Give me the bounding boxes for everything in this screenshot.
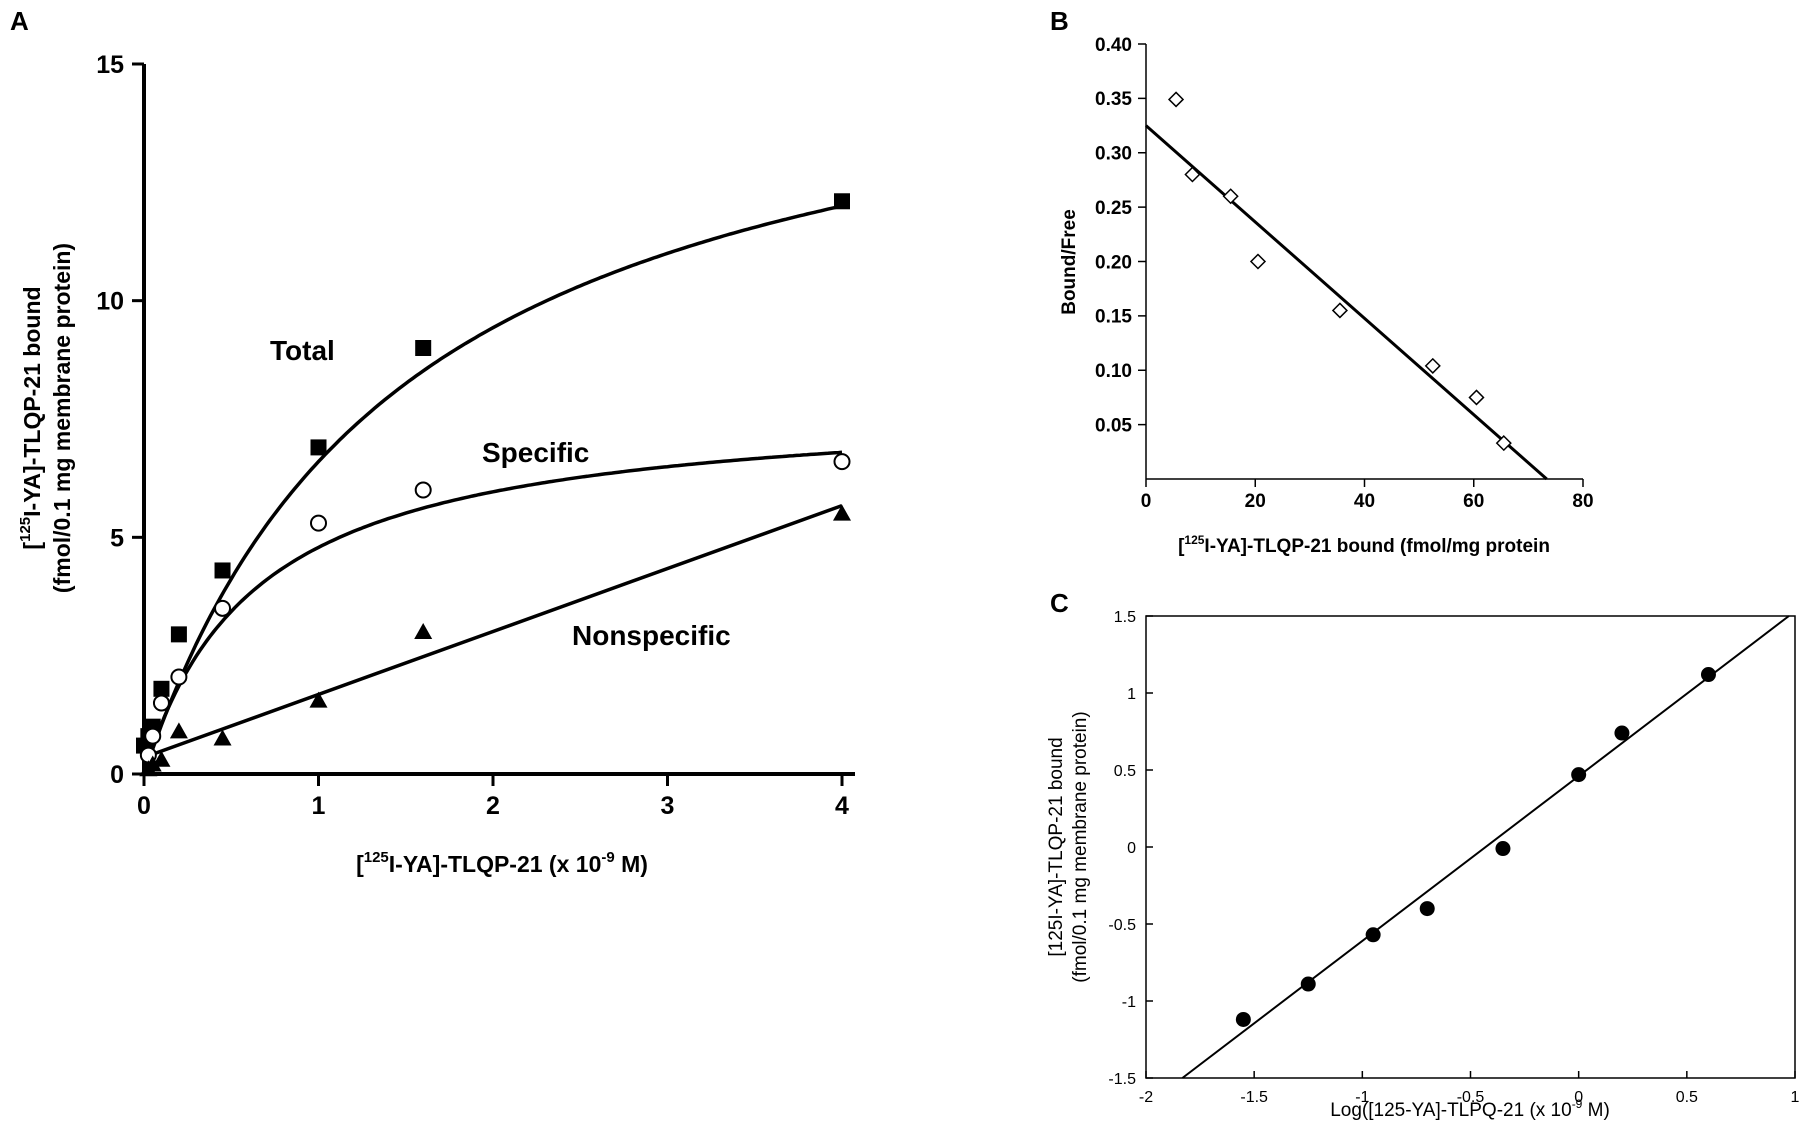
c-y-tick-label: 0 bbox=[1127, 840, 1136, 857]
b-data-point-scatchard bbox=[1222, 188, 1239, 205]
svg-text:[125I-YA]-TLQP-21 bound: [125I-YA]-TLQP-21 bound bbox=[1046, 737, 1067, 956]
c-x-tick-label: -2 bbox=[1139, 1089, 1153, 1106]
c-x-tick-label: -1.5 bbox=[1240, 1089, 1268, 1106]
c-y-tick-label: 1.5 bbox=[1114, 609, 1136, 626]
a-data-point-nonspecific bbox=[152, 750, 171, 767]
c-y-axis-label: [125I-YA]-TLQP-21 bound (fmol/0.1 mg mem… bbox=[1046, 711, 1091, 982]
svg-text:(fmol/0.1 mg membrane protein): (fmol/0.1 mg membrane protein) bbox=[49, 243, 75, 593]
b-y-tick-label: 0.40 bbox=[1095, 35, 1132, 56]
c-y-tick-label: 0.5 bbox=[1114, 763, 1136, 780]
a-y-axis-label: [125I-YA]-TLQP-21 bound (fmol/0.1 mg mem… bbox=[17, 243, 75, 593]
a-data-point-total bbox=[834, 193, 850, 210]
a-fit-line-specific bbox=[142, 450, 843, 775]
a-data-point-nonspecific bbox=[143, 755, 162, 772]
b-data-point-scatchard bbox=[1167, 91, 1185, 108]
a-y-tick-label: 15 bbox=[96, 51, 124, 79]
c-data-point-hill bbox=[1700, 667, 1716, 683]
a-y-tick-label: 5 bbox=[110, 524, 124, 552]
a-data-point-nonspecific bbox=[169, 722, 188, 739]
a-data-point-nonspecific bbox=[309, 691, 328, 708]
c-data-point-hill bbox=[1571, 767, 1587, 783]
annotation-total: Total bbox=[270, 335, 335, 366]
a-data-point-specific bbox=[414, 481, 432, 499]
b-y-tick-label: 0.20 bbox=[1095, 252, 1132, 273]
b-y-tick-label: 0.35 bbox=[1095, 89, 1132, 110]
a-data-point-total bbox=[415, 340, 432, 356]
a-data-point-nonspecific bbox=[213, 729, 232, 746]
b-y-tick-label: 0.15 bbox=[1095, 307, 1132, 328]
panel-c: -2 -1.5 -1 -0.5 0 0.5 1-1.5-1-0.500.511.5 Log(… bbox=[1046, 609, 1800, 1121]
b-y-tick-label: 0.25 bbox=[1095, 198, 1132, 219]
a-data-point-nonspecific bbox=[414, 623, 433, 639]
b-data-point-scatchard bbox=[1249, 253, 1267, 270]
a-data-point-total bbox=[214, 562, 231, 579]
c-x-axis-label: Log([125-YA]-TLPQ-21 (x 10-9 M) bbox=[1330, 1097, 1610, 1121]
b-fit-line-scatchard bbox=[1145, 124, 1548, 481]
a-data-point-specific bbox=[144, 727, 162, 745]
b-y-tick-label: 0.30 bbox=[1095, 144, 1132, 165]
svg-text:[125I-YA]-TLQP-21 bound: [125I-YA]-TLQP-21 bound bbox=[17, 286, 45, 549]
a-data-point-specific bbox=[152, 694, 170, 712]
panel-b: 0 20 40 60 80 0.05 0.10 0.15 0.20 0.25 0.30 0.35 0.4… bbox=[1059, 35, 1594, 557]
c-data-point-hill bbox=[1495, 841, 1511, 857]
a-data-point-specific bbox=[833, 453, 851, 471]
b-x-tick-label: 80 bbox=[1572, 491, 1593, 512]
c-x-tick-label: 1 bbox=[1791, 1089, 1800, 1106]
b-x-tick-label: 60 bbox=[1463, 491, 1484, 512]
a-data-point-total bbox=[310, 439, 327, 456]
c-data-point-hill bbox=[1614, 725, 1630, 741]
svg-text:(fmol/0.1 mg membrane protein): (fmol/0.1 mg membrane protein) bbox=[1070, 711, 1091, 982]
b-x-axis-label: [125I-YA]-TLQP-21 bound (fmol/mg protein bbox=[1178, 533, 1550, 557]
c-x-tick-label: 0.5 bbox=[1676, 1089, 1698, 1106]
b-data-point-scatchard bbox=[1184, 166, 1201, 183]
a-data-point-total bbox=[153, 680, 170, 697]
c-x-tick-label: -0.5 bbox=[1457, 1089, 1485, 1106]
panel-label-b: B bbox=[1050, 6, 1069, 36]
c-y-tick-label: -1 bbox=[1122, 994, 1136, 1011]
panel-label-a: A bbox=[10, 6, 29, 36]
b-x-tick-label: 20 bbox=[1245, 491, 1266, 512]
a-x-tick-label: 2 bbox=[486, 792, 500, 820]
a-y-tick-label: 10 bbox=[96, 288, 124, 316]
b-data-point-scatchard bbox=[1495, 435, 1512, 452]
b-x-tick-label: 40 bbox=[1354, 491, 1375, 512]
c-data-point-hill bbox=[1365, 927, 1381, 943]
c-y-tick-label: 1 bbox=[1127, 686, 1136, 703]
annotation-specific: Specific bbox=[482, 437, 589, 468]
c-data-point-hill bbox=[1235, 1011, 1251, 1027]
c-x-tick-label: -1 bbox=[1355, 1089, 1369, 1106]
b-data-point-scatchard bbox=[1331, 302, 1348, 319]
a-x-tick-label: 3 bbox=[661, 792, 675, 820]
b-x-tick-label: 0 bbox=[1141, 491, 1152, 512]
c-x-tick-label: 0 bbox=[1574, 1089, 1583, 1106]
a-x-tick-label: 0 bbox=[137, 792, 151, 820]
a-data-point-total bbox=[170, 626, 187, 643]
c-data-point-hill bbox=[1300, 976, 1316, 992]
annotation-nonspecific: Nonspecific bbox=[572, 620, 731, 651]
b-data-point-scatchard bbox=[1468, 389, 1485, 406]
a-data-point-nonspecific bbox=[833, 504, 851, 521]
a-x-axis-label: [125I-YA]-TLQP-21 (x 10-9 M) bbox=[356, 849, 648, 877]
a-data-point-specific bbox=[214, 599, 232, 617]
c-fit-line-hill bbox=[1181, 615, 1790, 1079]
b-y-tick-label: 0.05 bbox=[1095, 415, 1132, 436]
a-data-point-specific bbox=[170, 668, 188, 686]
c-y-tick-label: -1.5 bbox=[1108, 1071, 1136, 1088]
a-fit-line-nonspecific bbox=[143, 503, 843, 760]
a-y-tick-label: 0 bbox=[110, 761, 124, 789]
a-data-point-specific bbox=[310, 514, 327, 532]
a-fit-line-total bbox=[142, 204, 843, 775]
a-x-tick-label: 1 bbox=[312, 792, 326, 820]
c-y-tick-label: -0.5 bbox=[1108, 917, 1136, 934]
b-y-axis-label: Bound/Free bbox=[1059, 209, 1080, 315]
c-data-point-hill bbox=[1419, 901, 1435, 917]
panel-label-c: C bbox=[1050, 588, 1069, 618]
panel-a: 0 1 2 3 4 0 5 10 15 Total Specific Nonspecific [… bbox=[17, 51, 855, 877]
b-data-point-scatchard bbox=[1424, 357, 1441, 374]
a-x-tick-label: 4 bbox=[835, 792, 849, 820]
b-y-tick-label: 0.10 bbox=[1095, 361, 1132, 382]
